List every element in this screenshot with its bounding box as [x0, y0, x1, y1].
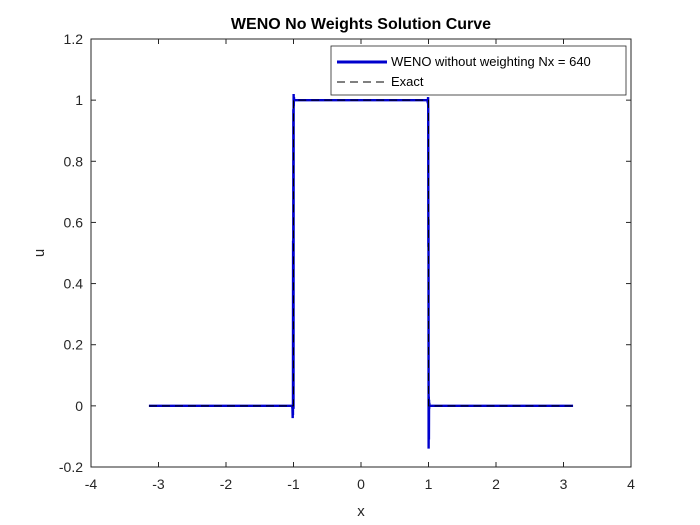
- y-tick-label: 1: [75, 92, 83, 108]
- y-tick-label: 1.2: [64, 31, 84, 47]
- y-tick-label: 0.4: [64, 276, 84, 292]
- x-axis-label: x: [357, 503, 365, 520]
- tick-layer: -4 -3 -2 -1 0 1 2 3 4 -0.2 0 0.2 0.4 0.6 0.8 1 1.2: [59, 31, 635, 492]
- legend-label-weno: WENO without weighting Nx = 640: [391, 54, 591, 69]
- weno-solution-line: [148, 94, 574, 449]
- x-tick-label: -1: [287, 476, 300, 492]
- y-tick-label: 0.6: [64, 214, 84, 230]
- x-tick-label: -2: [220, 476, 233, 492]
- legend-label-exact: Exact: [391, 74, 424, 89]
- x-tick-label: 0: [357, 476, 365, 492]
- y-tick-label: 0.8: [64, 153, 84, 169]
- y-tick-label: -0.2: [59, 459, 83, 475]
- y-tick-label: 0: [75, 398, 83, 414]
- x-tick-label: -4: [85, 476, 98, 492]
- chart-title: WENO No Weights Solution Curve: [231, 16, 491, 33]
- x-tick-label: 3: [560, 476, 568, 492]
- x-tick-label: -3: [152, 476, 165, 492]
- legend: WENO without weighting Nx = 640 Exact: [330, 45, 627, 96]
- y-tick-label: 0.2: [64, 337, 84, 353]
- y-axis-label: u: [31, 249, 48, 257]
- x-tick-label: 2: [492, 476, 500, 492]
- x-tick-label: 1: [425, 476, 433, 492]
- exact-solution-line: [148, 99, 574, 407]
- legend-box: [330, 45, 627, 96]
- series-layer: [148, 94, 574, 449]
- x-tick-label: 4: [627, 476, 635, 492]
- plot-area: [91, 39, 631, 467]
